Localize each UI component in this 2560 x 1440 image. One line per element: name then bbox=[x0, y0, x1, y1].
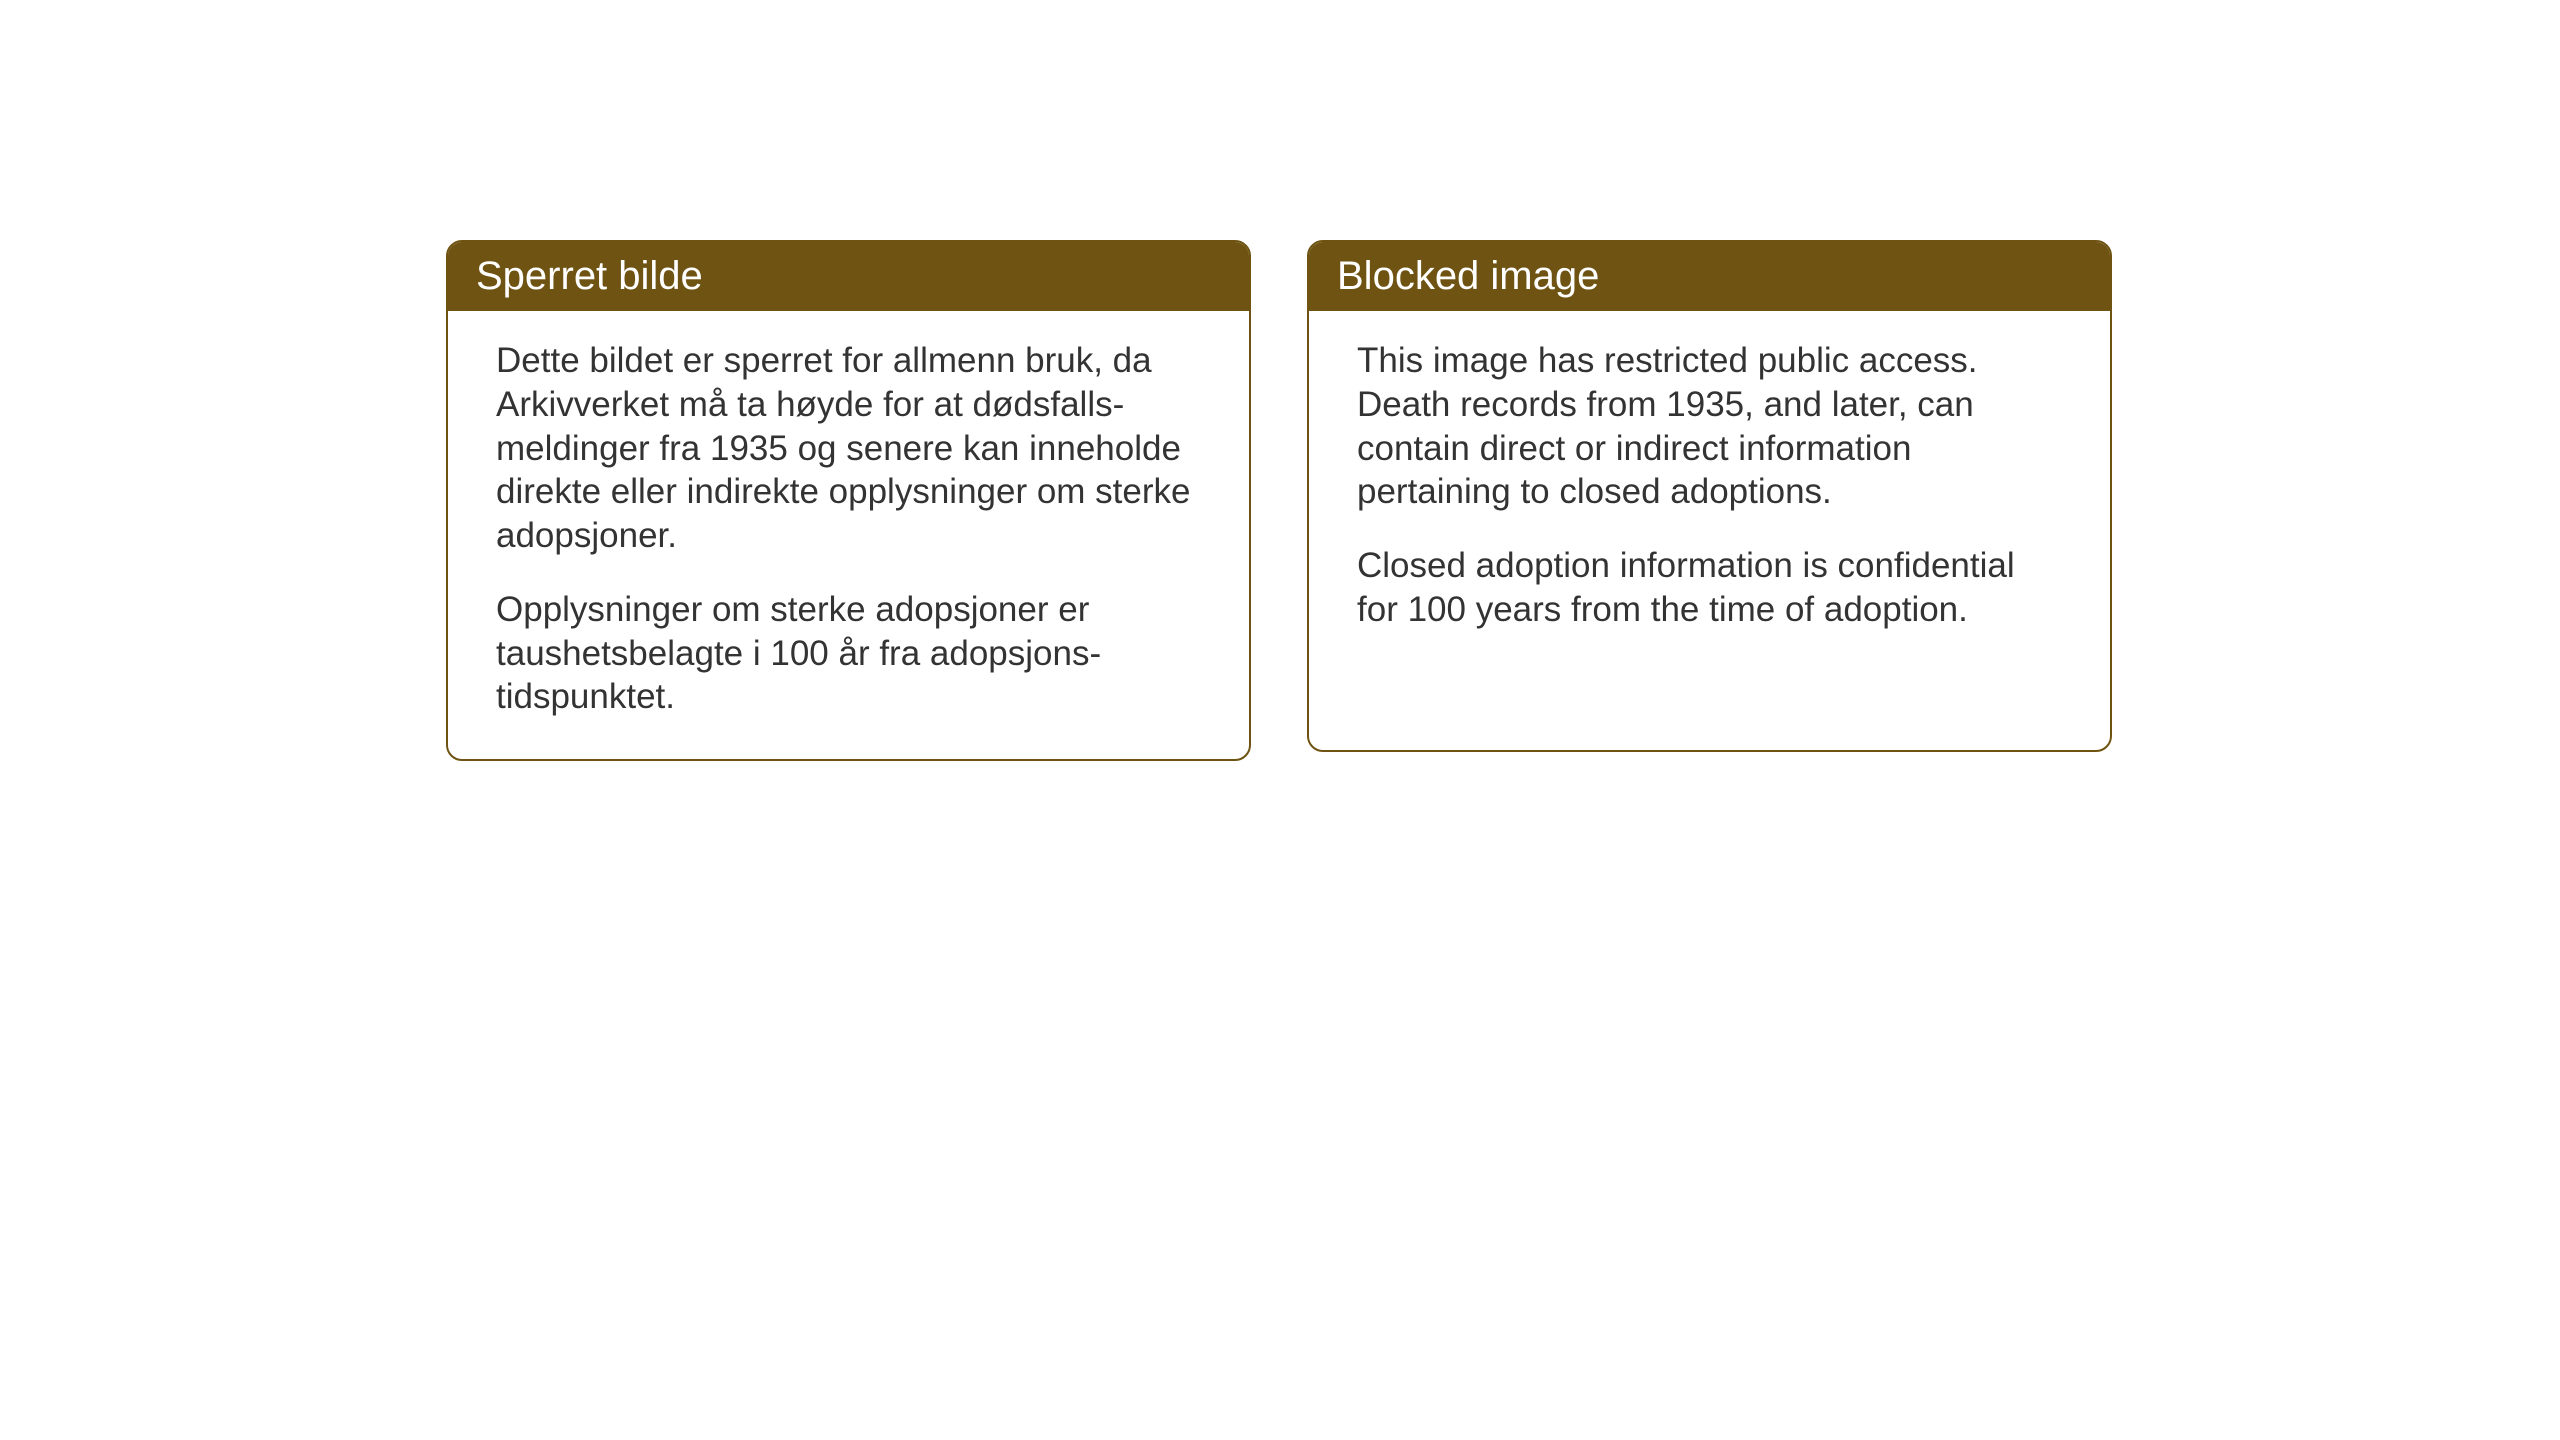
card-header-norwegian: Sperret bilde bbox=[448, 242, 1249, 311]
card-paragraph: This image has restricted public access.… bbox=[1357, 339, 2062, 514]
card-body-norwegian: Dette bildet er sperret for allmenn bruk… bbox=[448, 311, 1249, 759]
card-paragraph: Dette bildet er sperret for allmenn bruk… bbox=[496, 339, 1201, 558]
card-paragraph: Closed adoption information is confident… bbox=[1357, 544, 2062, 632]
cards-container: Sperret bilde Dette bildet er sperret fo… bbox=[446, 240, 2112, 761]
card-title-norwegian: Sperret bilde bbox=[476, 254, 703, 298]
card-norwegian: Sperret bilde Dette bildet er sperret fo… bbox=[446, 240, 1251, 761]
card-body-english: This image has restricted public access.… bbox=[1309, 311, 2110, 672]
card-paragraph: Opplysninger om sterke adopsjoner er tau… bbox=[496, 588, 1201, 719]
card-english: Blocked image This image has restricted … bbox=[1307, 240, 2112, 752]
card-header-english: Blocked image bbox=[1309, 242, 2110, 311]
card-title-english: Blocked image bbox=[1337, 254, 1599, 298]
